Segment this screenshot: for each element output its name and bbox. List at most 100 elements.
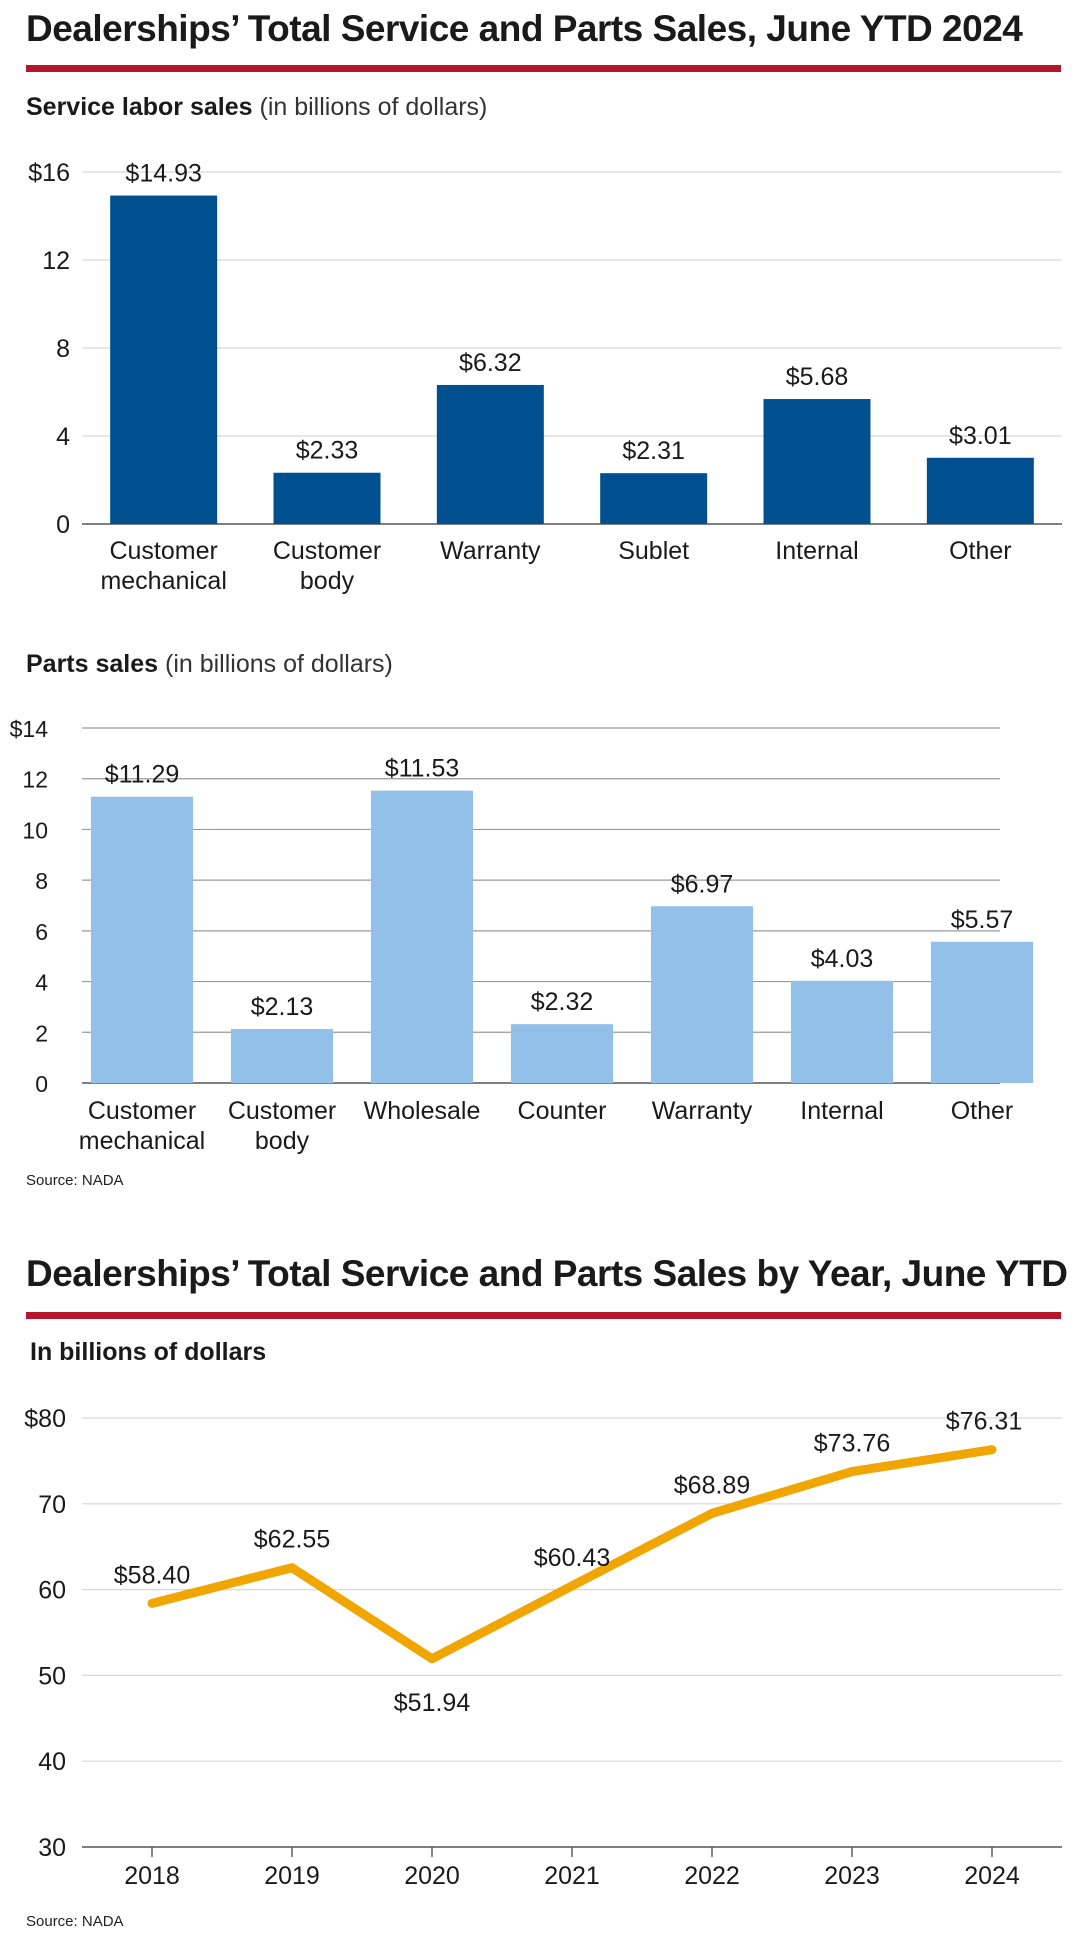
x-tick-label: Sublet bbox=[618, 537, 689, 565]
section2-title: Dealerships’ Total Service and Parts Sal… bbox=[26, 1253, 1068, 1294]
section1-title: Dealerships’ Total Service and Parts Sal… bbox=[26, 8, 1023, 49]
section2-source: Source: NADA bbox=[26, 1913, 124, 1930]
data-point bbox=[987, 1445, 997, 1455]
x-tick-label: Customer bbox=[228, 1097, 336, 1125]
data-point bbox=[147, 1598, 157, 1608]
bar bbox=[370, 790, 474, 1083]
x-tick-label: 2022 bbox=[684, 1862, 740, 1890]
data-label: $68.89 bbox=[674, 1471, 750, 1499]
data-label: $2.31 bbox=[622, 437, 685, 465]
y-tick-label: $16 bbox=[28, 159, 70, 187]
x-tick-label: 2024 bbox=[964, 1862, 1020, 1890]
data-point bbox=[847, 1467, 857, 1477]
x-tick-label: mechanical bbox=[100, 567, 226, 595]
x-tick-label: 2023 bbox=[824, 1862, 880, 1890]
data-label: $6.32 bbox=[459, 349, 522, 377]
yearly-chart-title: In billions of dollars bbox=[30, 1338, 267, 1366]
bar bbox=[600, 473, 708, 524]
data-label: $73.76 bbox=[814, 1430, 890, 1458]
data-label: $62.55 bbox=[254, 1526, 330, 1554]
x-tick-label: Warranty bbox=[652, 1097, 753, 1125]
x-tick-label: Warranty bbox=[440, 537, 541, 565]
data-label: $51.94 bbox=[394, 1689, 471, 1717]
x-tick-label: 2019 bbox=[264, 1862, 320, 1890]
bar bbox=[510, 1024, 614, 1083]
y-tick-label: 8 bbox=[35, 868, 48, 894]
data-label: $5.68 bbox=[786, 363, 849, 391]
x-tick-label: Customer bbox=[88, 1097, 196, 1125]
y-tick-label: 4 bbox=[56, 423, 70, 451]
parts-chart-unit: (in billions of dollars) bbox=[165, 650, 393, 678]
x-tick-label: Customer bbox=[109, 537, 217, 565]
x-tick-label: body bbox=[300, 567, 355, 595]
yearly-chart-subtitle: In billions of dollars bbox=[30, 1338, 266, 1367]
x-tick-label: Internal bbox=[800, 1097, 883, 1125]
x-tick-label: Internal bbox=[775, 537, 858, 565]
labor-chart-subtitle: Service labor sales (in billions of doll… bbox=[26, 93, 487, 122]
y-tick-label: 0 bbox=[56, 511, 70, 539]
data-label: $2.32 bbox=[531, 988, 594, 1016]
y-tick-label: 60 bbox=[38, 1577, 66, 1605]
bar bbox=[436, 384, 544, 524]
bar bbox=[930, 941, 1034, 1083]
data-label: $76.31 bbox=[946, 1408, 1022, 1436]
data-label: $6.97 bbox=[671, 870, 734, 898]
y-tick-label: 8 bbox=[56, 335, 70, 363]
data-label: $4.03 bbox=[811, 945, 874, 973]
data-point bbox=[427, 1654, 437, 1664]
bar bbox=[110, 195, 218, 525]
x-tick-label: 2021 bbox=[544, 1862, 600, 1890]
x-tick-label: 2018 bbox=[124, 1862, 180, 1890]
bar bbox=[230, 1028, 334, 1083]
data-label: $3.01 bbox=[949, 422, 1012, 450]
data-label: $60.43 bbox=[534, 1544, 610, 1572]
bar bbox=[273, 472, 381, 524]
y-tick-label: $14 bbox=[10, 716, 49, 742]
x-tick-label: Wholesale bbox=[364, 1097, 481, 1125]
y-tick-label: 10 bbox=[22, 817, 48, 843]
y-tick-label: 6 bbox=[35, 919, 48, 945]
bar bbox=[790, 980, 894, 1083]
bar bbox=[650, 906, 754, 1083]
data-label: $58.40 bbox=[114, 1561, 190, 1589]
y-tick-label: 12 bbox=[22, 767, 48, 793]
y-tick-label: 12 bbox=[42, 247, 70, 275]
bar bbox=[926, 457, 1034, 524]
data-label: $2.33 bbox=[296, 437, 359, 465]
x-tick-label: mechanical bbox=[79, 1127, 205, 1155]
x-tick-label: Other bbox=[949, 537, 1012, 565]
data-label: $14.93 bbox=[125, 160, 201, 188]
y-tick-label: 50 bbox=[38, 1662, 66, 1690]
bar bbox=[763, 399, 871, 524]
x-tick-label: Customer bbox=[273, 537, 381, 565]
x-tick-label: body bbox=[255, 1127, 310, 1155]
y-tick-label: 4 bbox=[35, 970, 48, 996]
section1-source: Source: NADA bbox=[26, 1172, 124, 1189]
y-tick-label: 30 bbox=[38, 1834, 66, 1862]
data-label: $2.13 bbox=[251, 993, 314, 1021]
section1-title-rule bbox=[26, 65, 1061, 72]
y-tick-label: $80 bbox=[24, 1405, 66, 1433]
x-tick-label: Other bbox=[951, 1097, 1014, 1125]
bar bbox=[90, 796, 194, 1083]
section2-title-rule bbox=[26, 1312, 1061, 1319]
data-label: $5.57 bbox=[951, 906, 1014, 934]
data-point bbox=[707, 1508, 717, 1518]
x-tick-label: 2020 bbox=[404, 1862, 460, 1890]
data-label: $11.53 bbox=[385, 755, 460, 783]
parts-chart-title: Parts sales bbox=[26, 650, 159, 678]
parts-chart-subtitle: Parts sales (in billions of dollars) bbox=[26, 650, 393, 679]
data-point bbox=[567, 1581, 577, 1591]
y-tick-label: 0 bbox=[35, 1071, 48, 1097]
labor-chart-title: Service labor sales bbox=[26, 93, 253, 121]
y-tick-label: 70 bbox=[38, 1491, 66, 1519]
data-label: $11.29 bbox=[105, 761, 180, 789]
data-point bbox=[287, 1563, 297, 1573]
x-tick-label: Counter bbox=[518, 1097, 607, 1125]
y-tick-label: 2 bbox=[35, 1020, 48, 1046]
y-tick-label: 40 bbox=[38, 1748, 66, 1776]
labor-chart-unit: (in billions of dollars) bbox=[259, 93, 488, 121]
